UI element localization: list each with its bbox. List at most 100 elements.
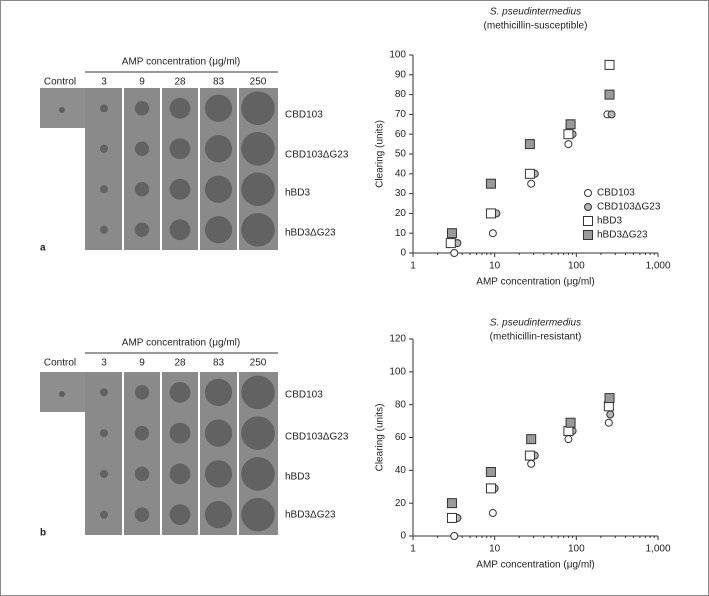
data-point xyxy=(604,418,613,427)
x-tick-label: 10 xyxy=(489,261,501,272)
x-tick-label: 1,000 xyxy=(645,261,670,272)
data-point xyxy=(527,459,536,468)
legend-label: CBD103ΔG23 xyxy=(597,202,661,213)
y-axis-label: Clearing (units) xyxy=(375,404,386,472)
legend-label: hBD3ΔG23 xyxy=(597,230,648,241)
data-point xyxy=(446,498,457,509)
data-point xyxy=(485,208,496,219)
y-tick-label: 120 xyxy=(389,334,406,345)
concentration-label: 9 xyxy=(139,358,145,369)
data-point xyxy=(485,178,496,189)
y-tick-label: 0 xyxy=(400,531,406,542)
y-tick-label: 20 xyxy=(395,208,407,219)
data-point xyxy=(488,509,497,518)
clear-zone xyxy=(204,216,233,244)
chart-subtitle: (methicillin-susceptible) xyxy=(484,21,588,32)
data-point xyxy=(526,434,537,445)
clear-zone xyxy=(169,219,191,241)
clear-zone xyxy=(204,175,233,203)
chart-title: S. pseudintermedius xyxy=(490,7,581,18)
data-point xyxy=(450,532,459,540)
concentration-label: 3 xyxy=(101,77,107,88)
data-point xyxy=(527,179,536,188)
clear-zone xyxy=(204,460,233,488)
panel-header: AMP concentration (μg/ml) xyxy=(122,338,240,349)
legend-marker xyxy=(584,203,592,211)
y-tick-label: 40 xyxy=(395,168,407,179)
y-tick-label: 70 xyxy=(395,109,407,120)
y-tick-label: 100 xyxy=(389,366,406,377)
control-spot xyxy=(59,391,65,397)
x-axis-label: AMP concentration (μg/ml) xyxy=(476,560,594,571)
row-label: CBD103ΔG23 xyxy=(285,432,349,443)
control-spot xyxy=(59,107,65,113)
y-tick-label: 90 xyxy=(395,69,407,80)
control-label: Control xyxy=(44,358,76,369)
clear-zone xyxy=(241,212,275,247)
y-tick-label: 60 xyxy=(395,129,407,140)
legend-marker xyxy=(584,189,592,197)
clear-zone xyxy=(169,97,191,119)
clear-zone xyxy=(241,375,275,410)
data-point xyxy=(485,483,496,494)
data-point xyxy=(604,89,615,100)
data-point xyxy=(563,425,574,436)
concentration-label: 250 xyxy=(250,77,267,88)
clear-zone xyxy=(100,144,108,153)
legend-label: hBD3 xyxy=(597,216,622,227)
control-label: Control xyxy=(44,77,76,88)
clear-zone xyxy=(134,222,150,237)
y-tick-label: 30 xyxy=(395,188,407,199)
data-point xyxy=(604,59,615,70)
y-tick-label: 20 xyxy=(395,498,407,509)
y-tick-label: 40 xyxy=(395,465,407,476)
data-point xyxy=(488,229,497,238)
x-tick-label: 1,000 xyxy=(645,544,670,555)
clear-zone xyxy=(134,182,150,197)
concentration-label: 3 xyxy=(101,358,107,369)
data-point xyxy=(607,110,616,119)
clear-zone xyxy=(169,504,191,526)
clear-zone xyxy=(241,416,275,450)
data-point xyxy=(450,249,459,257)
clear-zone xyxy=(241,497,275,532)
clear-zone xyxy=(169,422,191,444)
data-point xyxy=(564,435,573,444)
concentration-label: 83 xyxy=(213,358,225,369)
clear-zone xyxy=(204,135,233,163)
clear-zone xyxy=(169,138,191,160)
data-point xyxy=(445,238,456,249)
data-point xyxy=(565,119,576,130)
data-point xyxy=(485,466,496,477)
concentration-label: 28 xyxy=(174,77,186,88)
clear-zone xyxy=(204,94,233,122)
concentration-label: 9 xyxy=(139,77,145,88)
clear-zone xyxy=(134,425,150,441)
concentration-label: 28 xyxy=(174,358,186,369)
clear-zone xyxy=(134,507,150,522)
data-point xyxy=(604,393,615,404)
data-point xyxy=(524,450,535,461)
clear-zone xyxy=(204,501,233,529)
row-label: hBD3ΔG23 xyxy=(285,510,336,521)
clear-zone xyxy=(134,385,150,400)
data-point xyxy=(524,168,535,179)
clear-zone xyxy=(169,178,191,200)
row-label: hBD3 xyxy=(285,472,310,483)
data-point xyxy=(564,140,573,149)
clear-zone xyxy=(100,225,108,234)
x-tick-label: 1 xyxy=(410,544,416,555)
clear-zone xyxy=(204,419,233,447)
clear-zone xyxy=(241,91,275,126)
clear-zone xyxy=(134,466,150,482)
row-label: hBD3ΔG23 xyxy=(285,228,336,239)
x-tick-label: 100 xyxy=(568,544,585,555)
clear-zone xyxy=(100,469,108,478)
clear-zone xyxy=(204,378,233,406)
chart-subtitle: (methicillin-resistant) xyxy=(490,332,582,343)
x-tick-label: 10 xyxy=(489,544,501,555)
row-label: CBD103 xyxy=(285,110,323,121)
panel-letter: a xyxy=(40,243,46,254)
legend-marker xyxy=(583,216,593,226)
